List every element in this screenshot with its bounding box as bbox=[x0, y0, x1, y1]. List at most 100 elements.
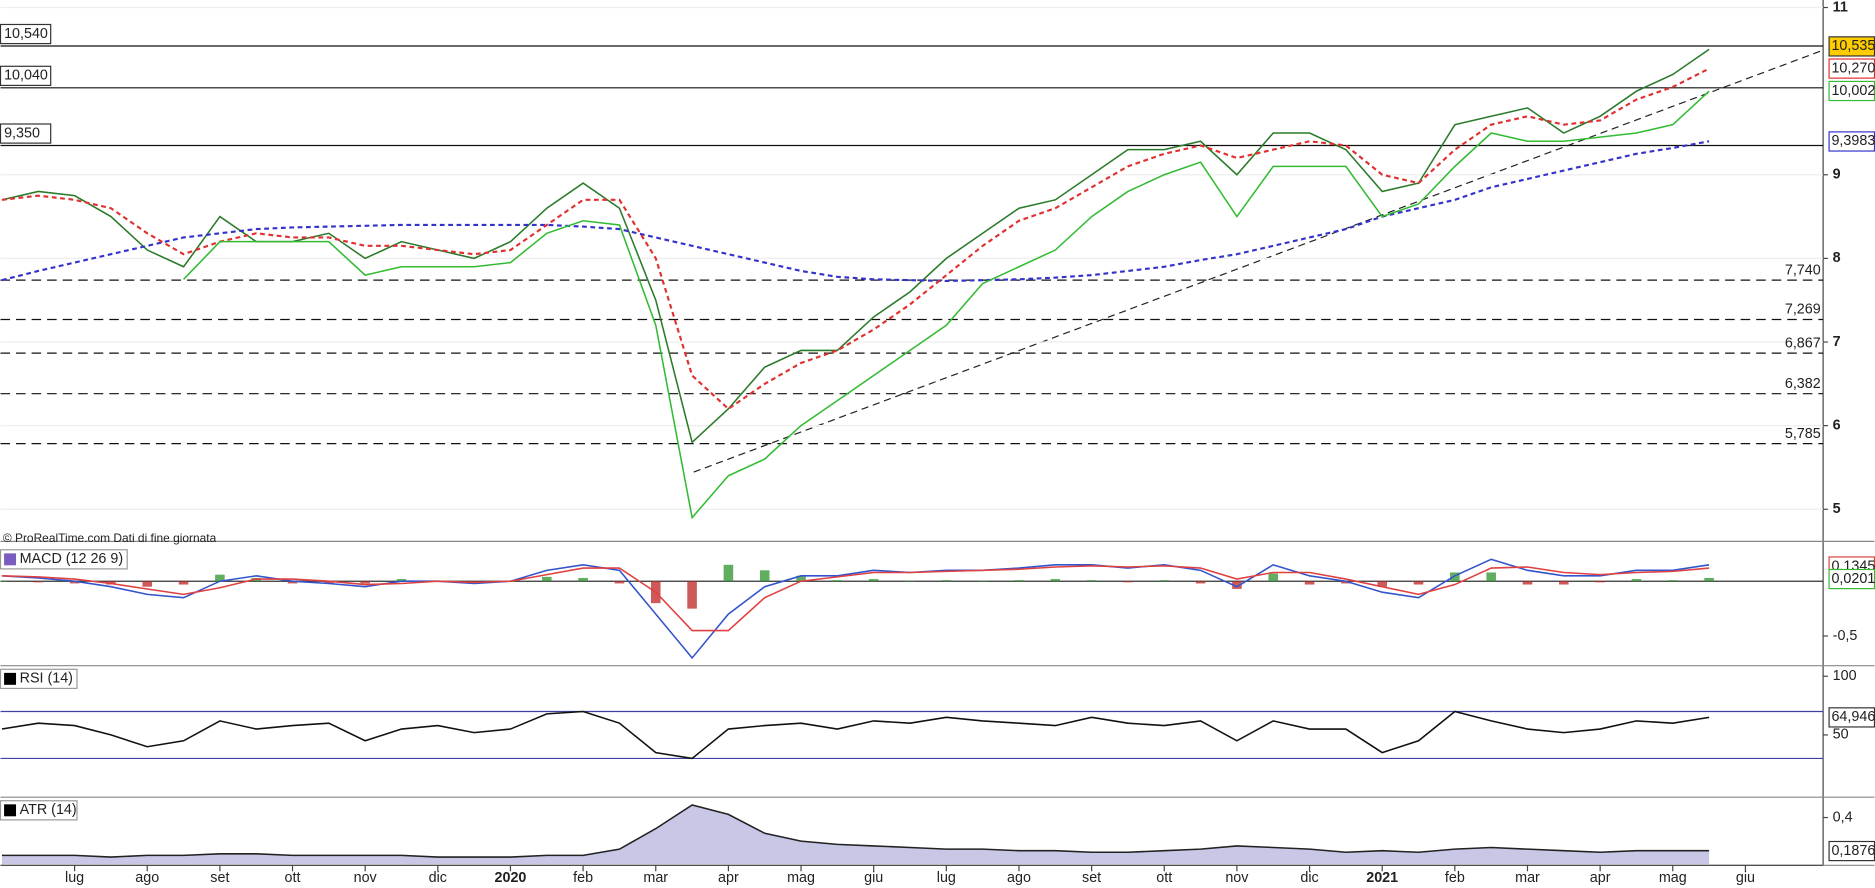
series-line bbox=[1, 67, 1710, 411]
title-box bbox=[0, 668, 78, 690]
copyright: © ProRealTime.com Dati di fine giornata bbox=[3, 531, 217, 545]
y-tick-label: -0,5 bbox=[1833, 628, 1858, 644]
x-tick-label: lug bbox=[65, 870, 84, 886]
x-tick-label: apr bbox=[1590, 870, 1611, 886]
histogram-bar bbox=[69, 581, 80, 584]
histogram-bar bbox=[287, 581, 298, 584]
x-tick-label: ott bbox=[1156, 870, 1172, 886]
histogram-bar bbox=[1631, 579, 1642, 582]
value-label: 10,535 bbox=[1831, 38, 1875, 54]
histogram-bar bbox=[1704, 577, 1714, 582]
x-tick-label: ago bbox=[135, 870, 159, 886]
histogram-bar bbox=[977, 581, 988, 582]
histogram-bar bbox=[1159, 580, 1170, 582]
histogram-bar bbox=[723, 564, 734, 582]
x-tick-label: 2020 bbox=[495, 870, 527, 886]
histogram-bar bbox=[360, 581, 370, 584]
histogram-bar bbox=[1486, 572, 1496, 582]
series-line bbox=[1, 140, 1710, 283]
area-fill bbox=[1, 804, 1710, 865]
panel-title: ATR (14) bbox=[20, 802, 77, 818]
histogram-bar bbox=[215, 574, 225, 582]
histogram-bar bbox=[1377, 581, 1387, 587]
histogram-bar bbox=[868, 579, 879, 582]
x-tick-label: mag bbox=[1659, 870, 1687, 886]
x-tick-label: lug bbox=[937, 870, 956, 886]
histogram-bar bbox=[1341, 581, 1351, 584]
x-tick-label: ago bbox=[1007, 870, 1031, 886]
histogram-bar bbox=[832, 580, 843, 582]
histogram-bar bbox=[796, 575, 806, 582]
x-tick-label: nov bbox=[354, 870, 378, 886]
x-tick-label: mar bbox=[643, 870, 668, 886]
y-tick-label: 11 bbox=[1833, 0, 1848, 15]
x-tick-label: dic bbox=[1300, 870, 1318, 886]
level-label: 10,540 bbox=[4, 26, 48, 42]
value-label: 0,0201 bbox=[1831, 571, 1875, 587]
level-label: 10,040 bbox=[4, 68, 48, 84]
x-tick-label: set bbox=[1082, 870, 1101, 886]
title-icon bbox=[4, 553, 17, 566]
histogram-bar bbox=[1123, 581, 1133, 583]
histogram-bar bbox=[1268, 573, 1279, 582]
x-tick-label: mar bbox=[1515, 870, 1540, 886]
value-label: 64,946 bbox=[1831, 709, 1875, 725]
x-tick-label: ott bbox=[285, 870, 301, 886]
value-label: 10,002 bbox=[1831, 83, 1875, 99]
histogram-bar bbox=[759, 570, 770, 582]
x-tick-label: mag bbox=[787, 870, 815, 886]
y-tick-label: 7 bbox=[1833, 334, 1841, 350]
x-tick-label: dic bbox=[429, 870, 447, 886]
histogram-bar bbox=[578, 577, 588, 582]
y-tick-label: 8 bbox=[1833, 250, 1841, 266]
histogram-bar bbox=[1050, 579, 1061, 582]
histogram-bar bbox=[1595, 581, 1605, 583]
panel-title: RSI (14) bbox=[20, 671, 73, 687]
y-tick-label: 6 bbox=[1833, 417, 1841, 433]
value-label: 9,3983 bbox=[1831, 133, 1875, 149]
trendline bbox=[693, 49, 1824, 473]
histogram-bar bbox=[1667, 580, 1678, 582]
title-icon bbox=[4, 672, 17, 685]
y-tick-label: 50 bbox=[1833, 727, 1849, 743]
value-label: 0,1876 bbox=[1831, 843, 1875, 859]
x-tick-label: giu bbox=[864, 870, 883, 886]
histogram-bar bbox=[1232, 581, 1242, 589]
histogram-bar bbox=[1304, 581, 1315, 585]
series-line bbox=[1, 710, 1710, 760]
series-line bbox=[1, 565, 1710, 632]
histogram-bar bbox=[1014, 580, 1024, 582]
value-label: 10,270 bbox=[1831, 60, 1875, 76]
title-box bbox=[0, 549, 128, 570]
histogram-bar bbox=[614, 581, 625, 584]
histogram-bar bbox=[941, 580, 952, 582]
y-tick-label: 5 bbox=[1833, 501, 1841, 517]
histogram-bar bbox=[1450, 572, 1460, 582]
histogram-bar bbox=[33, 581, 44, 583]
histogram-bar bbox=[1522, 581, 1533, 585]
histogram-bar bbox=[1086, 580, 1097, 582]
histogram-bar bbox=[142, 581, 153, 587]
level-label: 7,269 bbox=[1785, 302, 1821, 318]
level-label-box bbox=[0, 23, 52, 45]
histogram-bar bbox=[178, 581, 189, 585]
panel-title: MACD (12 26 9) bbox=[20, 551, 124, 567]
level-label: 6,382 bbox=[1785, 376, 1821, 392]
x-tick-label: set bbox=[210, 870, 229, 886]
series-line bbox=[1, 558, 1710, 660]
level-label: 7,740 bbox=[1785, 262, 1821, 278]
x-tick-label: nov bbox=[1225, 870, 1249, 886]
title-icon bbox=[4, 804, 17, 817]
level-label: 5,785 bbox=[1785, 426, 1821, 442]
x-tick-label: feb bbox=[1445, 870, 1465, 886]
series-line bbox=[183, 90, 1710, 520]
level-label: 9,350 bbox=[4, 125, 40, 141]
x-tick-label: feb bbox=[573, 870, 593, 886]
title-box bbox=[0, 800, 78, 821]
histogram-bar bbox=[687, 581, 697, 609]
histogram-bar bbox=[324, 581, 334, 584]
series-line bbox=[1, 804, 1710, 858]
level-label-box bbox=[0, 65, 52, 87]
histogram-bar bbox=[1413, 581, 1424, 585]
